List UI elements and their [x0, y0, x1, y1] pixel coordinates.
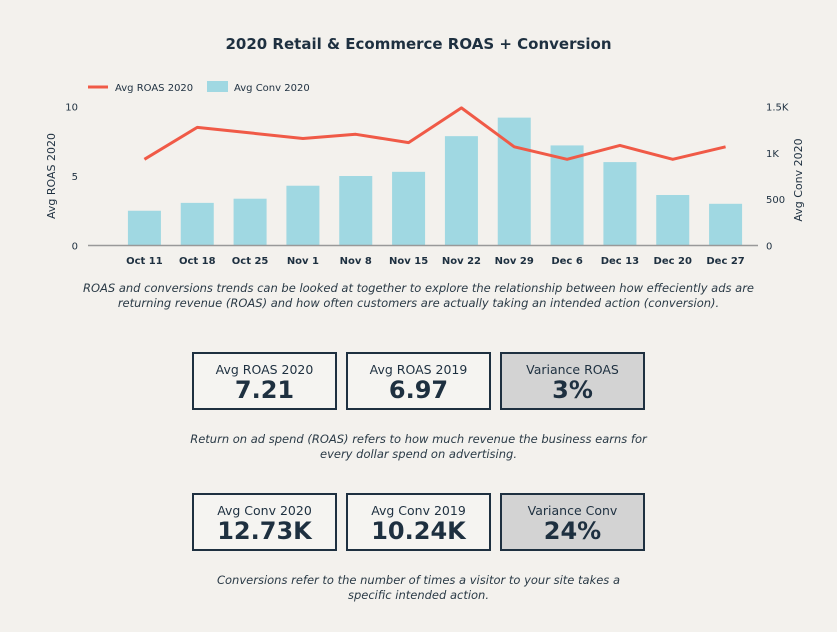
stat-avg-conv-2019: Avg Conv 2019 10.24K — [346, 493, 491, 551]
x-tick-label: Dec 20 — [654, 256, 692, 267]
bar — [286, 185, 320, 246]
stat-value: 6.97 — [388, 376, 449, 404]
bar — [233, 198, 267, 246]
y-left-tick-label: 5 — [72, 172, 78, 183]
stat-avg-roas-2020: Avg ROAS 2020 7.21 — [192, 352, 337, 410]
chart-title: 2020 Retail & Ecommerce ROAS + Conversio… — [225, 35, 612, 53]
y-left-tick-label: 10 — [65, 103, 78, 114]
y-left-axis-label: Avg ROAS 2020 — [45, 133, 58, 219]
stat-value: 3% — [552, 376, 593, 404]
y-right-tick-label: 500 — [766, 195, 785, 206]
bar — [180, 202, 214, 246]
stat-label: Variance ROAS — [526, 362, 619, 377]
x-tick-label: Dec 27 — [706, 256, 744, 267]
x-tick-label: Nov 8 — [340, 256, 372, 267]
stat-value: 12.73K — [217, 517, 312, 545]
legend-bar-swatch — [207, 81, 228, 92]
y-right-tick-label: 0 — [766, 242, 772, 253]
x-tick-label: Nov 29 — [495, 256, 534, 267]
x-tick-label: Nov 1 — [287, 256, 319, 267]
bar — [339, 176, 373, 246]
stat-value: 10.24K — [371, 517, 466, 545]
x-tick-label: Nov 15 — [389, 256, 428, 267]
legend-label: Avg Conv 2020 — [234, 83, 310, 94]
conv-note: Conversions refer to the number of times… — [216, 573, 620, 602]
x-tick-label: Oct 18 — [179, 256, 216, 267]
x-tick-label: Dec 13 — [601, 256, 639, 267]
y-right-axis-label: Avg Conv 2020 — [792, 138, 805, 221]
bar — [709, 203, 743, 246]
y-right-tick-label: 1K — [766, 149, 779, 160]
bar — [656, 194, 690, 246]
stat-label: Avg Conv 2020 — [217, 503, 312, 518]
y-right-tick-label: 1.5K — [766, 103, 789, 114]
y-left-tick-label: 0 — [72, 242, 78, 253]
bar — [444, 136, 478, 246]
combo-chart: Avg ROAS 2020 Avg Conv 2020 Oct 11 Oct 18 Oc… — [45, 81, 805, 267]
stat-label: Avg ROAS 2020 — [215, 362, 314, 377]
legend-label: Avg ROAS 2020 — [115, 83, 193, 94]
stat-label: Avg Conv 2019 — [371, 503, 466, 518]
roas-line — [143, 106, 726, 161]
stat-variance-roas: Variance ROAS 3% — [500, 352, 645, 410]
bar — [127, 210, 161, 246]
stat-avg-roas-2019: Avg ROAS 2019 6.97 — [346, 352, 491, 410]
stat-label: Variance Conv — [527, 503, 618, 518]
x-tick-label: Oct 11 — [126, 256, 163, 267]
stat-value: 7.21 — [234, 376, 295, 404]
roas-note: Return on ad spend (ROAS) refers to how … — [190, 432, 647, 461]
stat-variance-conv: Variance Conv 24% — [500, 493, 645, 551]
x-tick-label: Nov 22 — [442, 256, 481, 267]
stat-value: 24% — [543, 517, 602, 545]
chart-description: ROAS and conversions trends can be looke… — [82, 281, 755, 310]
bar — [603, 162, 637, 246]
bar — [392, 171, 426, 246]
x-tick-label: Dec 6 — [551, 256, 582, 267]
stat-label: Avg ROAS 2019 — [369, 362, 468, 377]
stat-avg-conv-2020: Avg Conv 2020 12.73K — [192, 493, 337, 551]
x-tick-label: Oct 25 — [232, 256, 269, 267]
bar — [550, 145, 584, 246]
